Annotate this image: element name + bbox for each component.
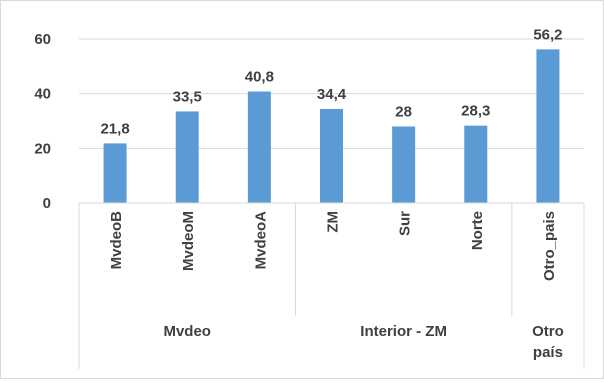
data-label: 56,2 (533, 26, 562, 43)
x-tick-label: MvdeoM (180, 211, 197, 271)
y-tick-label: 0 (43, 195, 51, 212)
group-label: Mvdeo (163, 323, 211, 340)
x-tick-label: MvdeoA (252, 211, 269, 270)
bar (320, 108, 343, 203)
data-label: 21,8 (100, 120, 129, 137)
group-label: país (533, 344, 563, 361)
data-label: 33,5 (173, 88, 202, 105)
x-tick-label: Sur (397, 211, 414, 236)
bar (175, 111, 199, 203)
x-tick-label: Otro_pais (541, 211, 558, 281)
bar (464, 125, 488, 203)
bar (103, 143, 127, 203)
data-label: 34,4 (317, 86, 347, 103)
axes (78, 202, 585, 369)
bar (247, 91, 271, 203)
group-label: Otro (532, 323, 564, 340)
y-tick-label: 60 (34, 31, 51, 48)
y-tick-label: 20 (34, 140, 51, 157)
x-tick-label: MvdeoB (108, 211, 125, 270)
data-label: 28 (395, 103, 412, 120)
group-label: Interior - ZM (360, 323, 447, 340)
bars (103, 49, 560, 204)
y-tick-label: 40 (34, 86, 51, 103)
data-label: 28,3 (461, 103, 490, 120)
x-tick-label: ZM (325, 211, 342, 233)
data-label: 40,8 (245, 68, 274, 85)
labels: 0 20 40 60 21,8 MvdeoB 33,5 MvdeoM 40,8 MvdeoA 34,… (34, 26, 563, 361)
bar (392, 126, 416, 203)
x-tick-label: Norte (469, 211, 486, 250)
bar (536, 49, 560, 204)
